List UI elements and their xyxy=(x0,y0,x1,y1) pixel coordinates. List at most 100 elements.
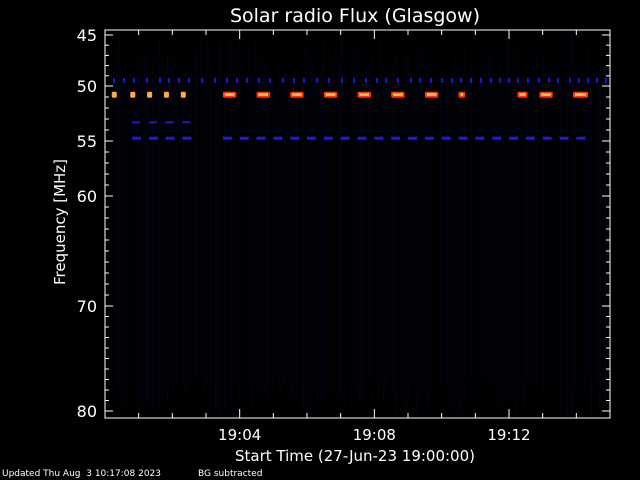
noise-column xyxy=(143,51,145,410)
y-tick-label: 45 xyxy=(77,26,97,45)
noise-column xyxy=(371,53,373,404)
noise-column xyxy=(494,68,496,399)
emission-55-mark xyxy=(542,136,552,140)
band-49-5-speck xyxy=(365,77,367,83)
noise-column xyxy=(107,65,109,412)
noise-column xyxy=(173,58,175,406)
noise-column xyxy=(401,87,403,399)
noise-column xyxy=(596,66,598,386)
band-49-5-speck xyxy=(578,77,580,83)
emission-55-mark xyxy=(131,136,141,140)
noise-column xyxy=(554,46,556,379)
noise-column xyxy=(536,55,538,385)
emission-53-mark xyxy=(182,121,191,124)
noise-column xyxy=(530,50,532,401)
noise-column xyxy=(584,74,586,389)
noise-column xyxy=(233,49,235,385)
noise-column xyxy=(407,52,409,407)
noise-column xyxy=(590,74,592,416)
noise-column xyxy=(524,77,526,413)
noise-column xyxy=(254,36,256,381)
y-axis-label: Frequency [MHz] xyxy=(51,159,69,285)
noise-column xyxy=(191,55,193,389)
y-tick-label: 80 xyxy=(77,402,97,421)
noise-column xyxy=(308,50,310,416)
noise-column xyxy=(509,36,511,401)
noise-column xyxy=(272,86,274,389)
noise-column xyxy=(569,42,571,405)
band-49-5-speck xyxy=(480,77,482,83)
noise-column xyxy=(602,72,604,405)
chart-title: Solar radio Flux (Glasgow) xyxy=(230,5,480,27)
noise-column xyxy=(575,65,577,392)
noise-column xyxy=(182,87,184,382)
burst-core xyxy=(359,93,369,96)
burst-core xyxy=(393,93,403,96)
noise-column xyxy=(389,55,391,383)
noise-column xyxy=(179,77,181,382)
band-49-5-speck xyxy=(527,77,529,83)
noise-column xyxy=(428,61,430,413)
x-tick-label: 19:12 xyxy=(487,426,530,444)
noise-column xyxy=(578,47,580,398)
noise-column xyxy=(419,41,421,397)
noise-column xyxy=(473,53,475,413)
noise-column xyxy=(491,47,493,385)
noise-column xyxy=(302,71,304,410)
noise-column xyxy=(518,58,520,395)
band-49-5-speck xyxy=(569,77,571,83)
emission-53-mark xyxy=(165,121,174,124)
noise-column xyxy=(221,33,223,395)
noise-column xyxy=(200,37,202,377)
band-49-5-speck xyxy=(441,77,443,83)
noise-column xyxy=(467,47,469,397)
emission-55-mark xyxy=(458,136,468,140)
noise-column xyxy=(251,70,253,406)
emission-55-mark xyxy=(307,136,316,140)
band-49-5-speck xyxy=(385,77,387,83)
band-49-5-speck xyxy=(168,77,170,83)
band-49-5-speck xyxy=(538,77,540,83)
band-49-5-speck xyxy=(410,77,412,83)
band-49-5-speck xyxy=(178,77,180,83)
band-49-5-speck xyxy=(303,77,305,83)
noise-column xyxy=(572,32,574,416)
emission-55-mark xyxy=(222,136,232,140)
emission-55-mark xyxy=(273,136,283,140)
noise-column xyxy=(557,75,559,391)
noise-column xyxy=(551,90,553,392)
noise-column xyxy=(335,33,337,414)
noise-column xyxy=(485,62,487,381)
noise-column xyxy=(296,84,298,388)
noise-column xyxy=(281,86,283,395)
noise-column xyxy=(521,79,523,399)
noise-column xyxy=(563,32,565,387)
noise-column xyxy=(353,45,355,387)
burst-core xyxy=(325,93,336,96)
noise-column xyxy=(167,51,169,399)
noise-column xyxy=(374,87,376,392)
noise-column xyxy=(206,39,208,385)
band-49-5-speck xyxy=(605,77,607,83)
noise-column xyxy=(323,42,325,403)
noise-column xyxy=(506,38,508,398)
noise-column xyxy=(284,70,286,383)
band-49-5-speck xyxy=(293,77,295,83)
y-tick-label: 55 xyxy=(77,132,97,151)
band-49-5-speck xyxy=(113,77,115,83)
emission-55-mark xyxy=(559,136,569,140)
noise-column xyxy=(542,52,544,391)
noise-column xyxy=(158,40,160,408)
noise-column xyxy=(227,35,229,405)
noise-column xyxy=(299,54,301,398)
y-tick-label: 50 xyxy=(77,77,97,96)
noise-column xyxy=(164,72,166,391)
noise-column xyxy=(449,86,451,416)
noise-column xyxy=(197,53,199,393)
noise-column xyxy=(260,33,262,392)
emission-55-mark xyxy=(165,136,175,140)
noise-column xyxy=(128,88,130,378)
noise-column xyxy=(152,60,154,407)
noise-column xyxy=(464,39,466,403)
noise-column xyxy=(230,35,232,402)
